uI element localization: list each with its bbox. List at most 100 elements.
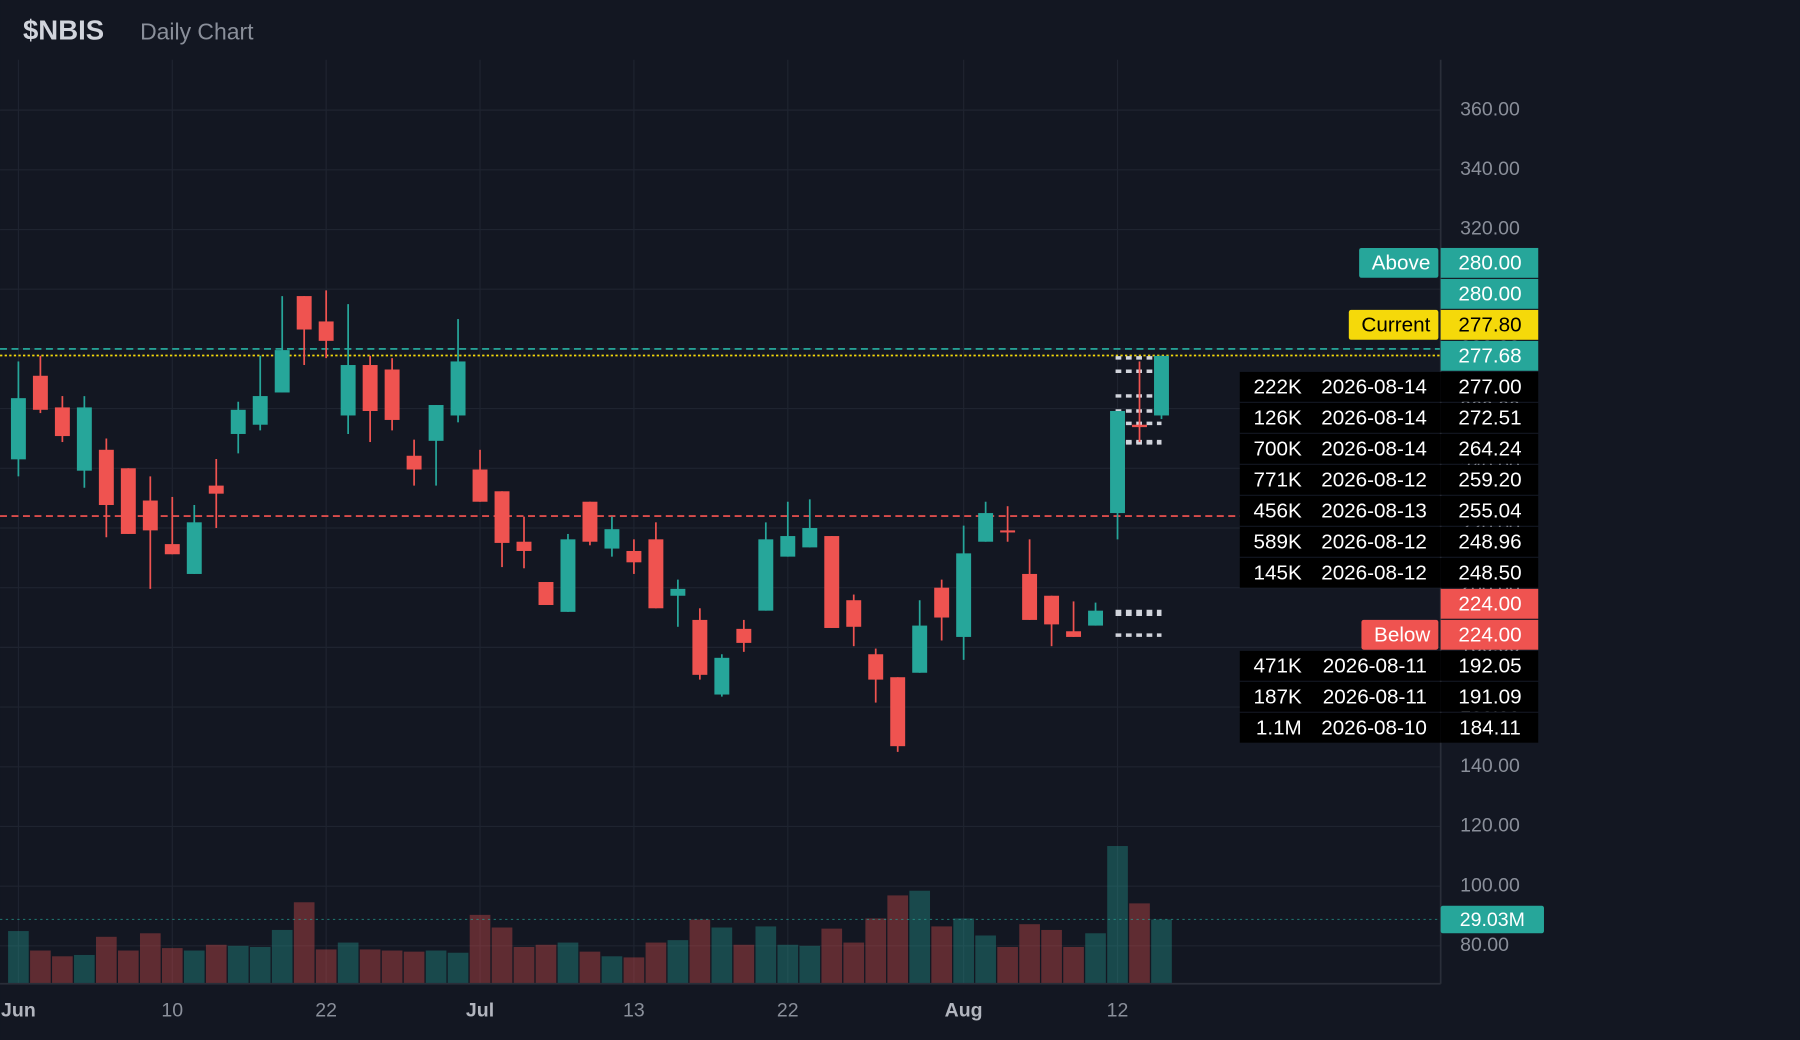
volume-bar [96,936,117,984]
volume-bar [1041,929,1062,984]
candle-body [296,296,312,330]
volume-bar [755,926,777,984]
candle-body [98,449,114,506]
price-tag: 264.24 [1458,437,1521,460]
level-date: 2026-08-12 [1321,561,1427,584]
y-tick-label: 120.00 [1460,815,1520,837]
candle-body [758,539,774,611]
volume-bar [1085,933,1106,984]
volume-bar [733,944,755,984]
level-date: 2026-08-12 [1321,468,1427,491]
level-box [1239,433,1441,464]
level-box [1239,712,1441,743]
candle-body [736,628,752,643]
price-tag: 277.80 [1458,313,1521,336]
level-date: 2026-08-11 [1323,654,1427,677]
volume-bar [447,952,469,984]
volume-bar [909,890,931,984]
level-date: 2026-08-14 [1321,437,1427,460]
tag-label-box [1348,309,1439,340]
candle-body [1066,631,1082,637]
candle-body [494,491,510,543]
level-date: 2026-08-14 [1321,375,1427,398]
volume-bar [271,929,293,984]
volume-bar [601,956,623,984]
candle-body [384,369,400,420]
candle-body [208,485,224,494]
candle-body [604,529,620,549]
volume-bar [315,949,337,984]
level-date: 2026-08-12 [1321,530,1427,553]
volume-bar [997,946,1018,984]
volume-bar [337,942,359,984]
volume-bar [1019,924,1040,984]
candle-body [1044,595,1060,625]
price-tag-box [1440,309,1539,340]
volume [0,846,1441,984]
level-box [1239,464,1441,495]
price-tag: 277.00 [1458,375,1521,398]
chart-title: $NBIS [23,14,104,45]
level-box [1239,495,1441,526]
x-tick-label: 10 [161,999,183,1021]
candle-body [1110,410,1125,514]
level-box [1239,557,1441,588]
level-box [1239,681,1441,712]
price-tag-box [1440,464,1539,495]
levels [0,348,1441,637]
volume-bar [183,950,205,984]
volume-bar [491,927,513,984]
candle-body [692,619,708,675]
x-tick-label: 22 [315,999,337,1021]
price-tag: 248.50 [1458,561,1521,584]
price-tag-box [1440,650,1539,681]
candle-body [978,513,994,542]
volume-bar [843,942,865,984]
volume-bar [227,945,249,984]
level-size: 1.1M [1256,716,1302,739]
candle-body [318,321,334,341]
volume-bar [953,918,974,984]
level-size: 456K [1254,499,1302,522]
candle-body [890,677,906,747]
x-tick-label: 12 [1107,999,1129,1021]
tags: 29.03M 280.00 Above 280.00 277.80 Current 277.… [1239,247,1544,934]
candle-body [54,407,70,437]
candle-body [1154,355,1169,416]
level-size: 771K [1254,468,1302,491]
volume-bar [1063,946,1084,984]
price-tag-box [1440,619,1539,650]
level-size: 187K [1254,685,1302,708]
volume-bar [513,946,535,984]
candle-body [538,582,554,605]
volume-bar [381,950,403,984]
candle-body [560,539,576,612]
y-tick-label: 340.00 [1460,158,1520,180]
candle-body [252,396,268,425]
y-tick-label: 100.00 [1460,874,1520,896]
tag-label-box [1359,247,1439,278]
price-tag: 277.68 [1458,344,1521,367]
volume-bar [887,895,909,984]
price-tag-box [1440,402,1539,433]
price-tag: 184.11 [1459,716,1521,739]
x-tick-label: 22 [777,999,799,1021]
price-tag-box [1440,247,1539,278]
volume-bar [931,926,952,984]
volume-bar [52,956,73,984]
candle-body [824,536,840,628]
candles [10,290,1169,752]
volume-bar [8,931,29,984]
price-tag-box [1440,495,1539,526]
volume-bar [557,942,579,984]
candle-body [10,398,26,460]
candle-body [472,469,488,502]
candle-body [802,527,818,548]
candle-body [714,657,730,695]
volume-bar [711,927,733,984]
chart-subtitle: Daily Chart [140,18,254,44]
tag-label: Above [1372,251,1431,274]
candle-body [582,501,598,542]
volume-bar [975,935,996,984]
